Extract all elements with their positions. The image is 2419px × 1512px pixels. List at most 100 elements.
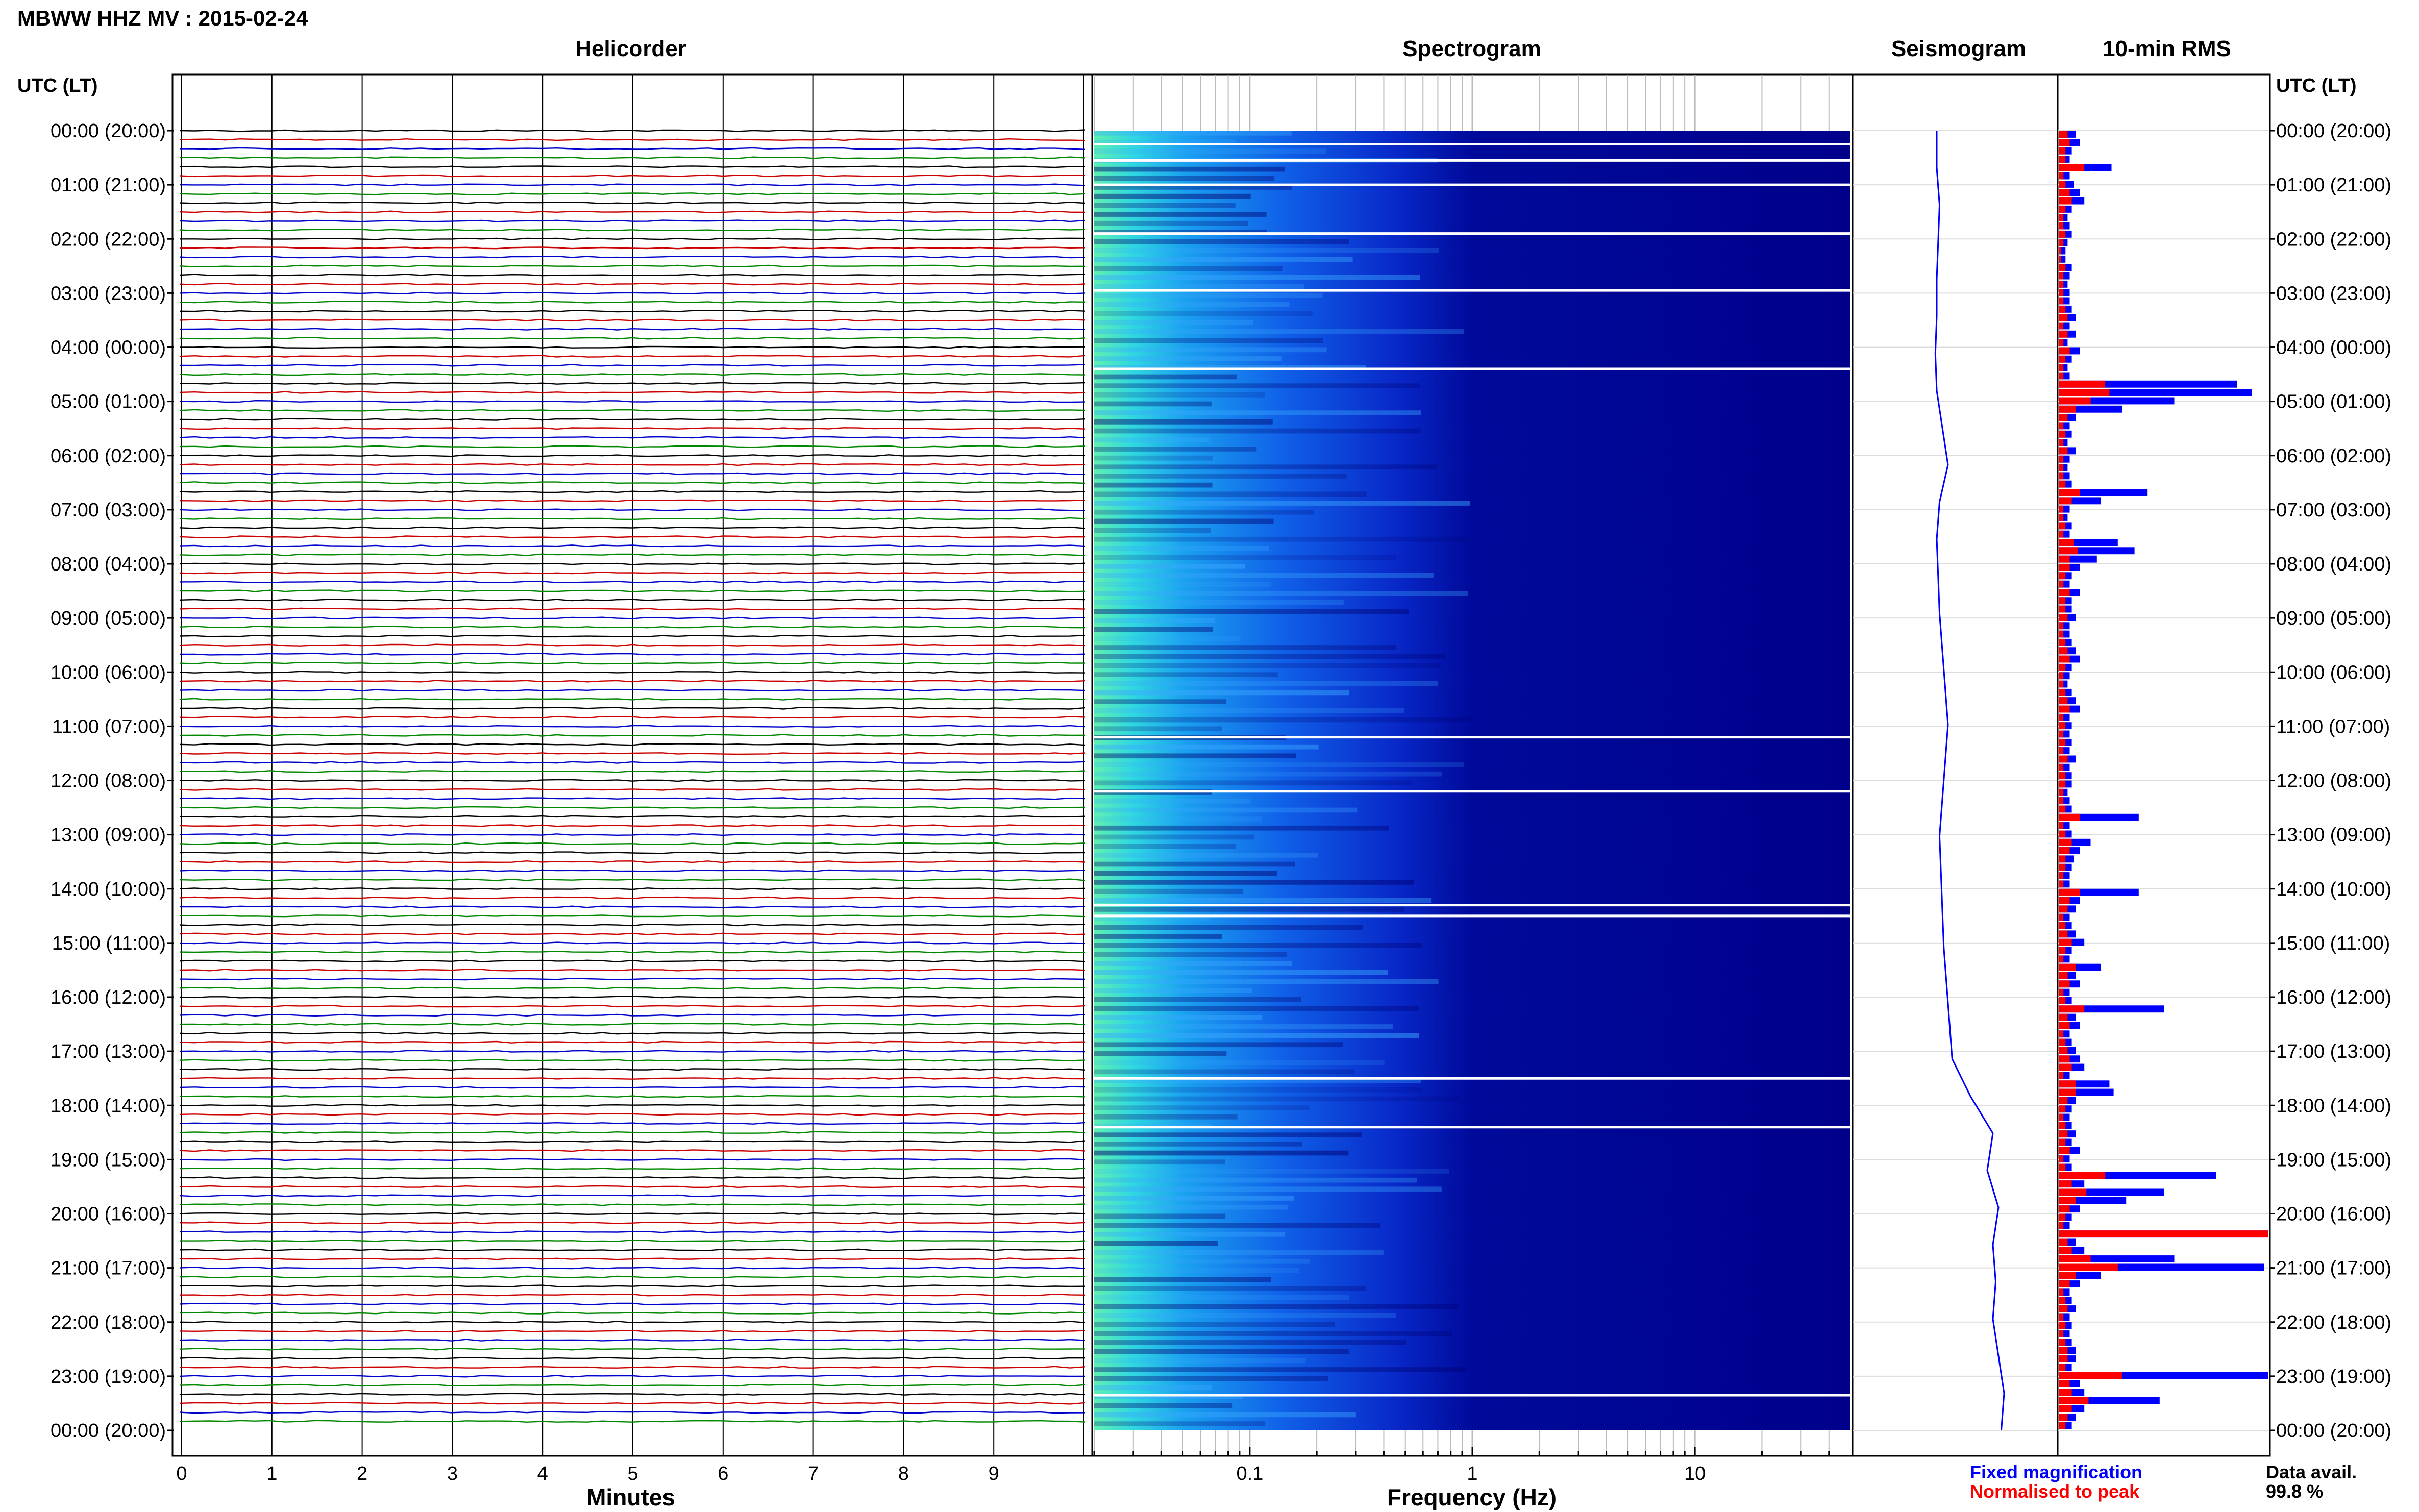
time-label-right: 08:00 (04:00) [2276, 554, 2391, 575]
helicorder-trace [179, 1122, 1085, 1125]
rms-panel [2057, 73, 2271, 1457]
spectrogram-row-texture [1094, 148, 1326, 154]
spectrogram-row-texture [1094, 392, 1265, 398]
spectrogram-row-texture [1094, 708, 1404, 713]
rms-bar-normalised [2059, 1172, 2106, 1179]
helicorder-trace [179, 526, 1085, 529]
rms-bar-normalised [2059, 980, 2070, 988]
spectrogram-row-texture [1094, 257, 1353, 262]
spectrogram-row-texture [1094, 853, 1318, 858]
helicorder-trace [179, 535, 1085, 538]
rms-bar-normalised [2059, 347, 2070, 355]
helicorder-trace [179, 977, 1085, 981]
rms-bar-normalised [2059, 913, 2064, 921]
helicorder-trace [179, 607, 1085, 611]
frequency-axis-label: Frequency (Hz) [1387, 1484, 1557, 1510]
rms-bar-normalised [2059, 239, 2064, 246]
spectrogram-row-texture [1094, 979, 1439, 984]
rms-bar-normalised [2059, 539, 2074, 546]
rms-bar-normalised [2059, 1255, 2091, 1262]
rms-bar-normalised [2059, 897, 2070, 904]
time-label-left: 13:00 (09:00) [51, 825, 166, 846]
time-label-left: 21:00 (17:00) [51, 1258, 166, 1279]
helicorder-trace [179, 282, 1085, 286]
helicorder-trace [179, 1086, 1085, 1089]
time-labels-right: 00:00 (20:00) 01:00 (21:00) 02:00 (22:00) 0… [2269, 120, 2391, 1442]
helicorder-trace [179, 1113, 1085, 1116]
spectrogram-row-texture [1094, 1033, 1419, 1038]
rms-bar-normalised [2059, 247, 2062, 255]
rms-bar-normalised [2059, 847, 2070, 854]
helicorder-trace [180, 246, 1085, 250]
left-axis-title: UTC (LT) [17, 75, 98, 96]
rms-bar-fixed [2059, 489, 2148, 496]
helicorder-trace [180, 1185, 1085, 1188]
spectrogram-row-texture [1094, 1340, 1407, 1345]
rms-bar-normalised [2059, 1263, 2118, 1271]
rms-bar-normalised [2059, 297, 2064, 305]
rms-bar-normalised [2059, 514, 2064, 521]
time-label-left: 23:00 (19:00) [51, 1366, 166, 1387]
rms-bar-normalised [2059, 280, 2064, 288]
helicorder-trace [179, 499, 1085, 502]
helicorder-trace [179, 1321, 1085, 1324]
spectrogram-row-texture [1094, 501, 1470, 506]
seismogram-title: Seismogram [1891, 36, 2026, 61]
spectrogram-row-texture [1094, 1385, 1212, 1391]
helicorder-trace [179, 580, 1085, 583]
spectrogram-row-texture [1094, 825, 1389, 831]
spectrogram-row-texture [1094, 798, 1250, 804]
helicorder-trace [179, 373, 1085, 376]
helicorder-trace [179, 643, 1085, 647]
spectrogram-row-texture [1094, 925, 1363, 930]
helicorder-trace [179, 1077, 1085, 1080]
spectrogram-row-texture [1094, 1277, 1271, 1282]
right-axis-title: UTC (LT) [2276, 75, 2357, 96]
rms-frame [2057, 73, 2271, 1457]
rms-bar-normalised [2059, 389, 2110, 396]
time-label-right: 18:00 (14:00) [2276, 1095, 2391, 1117]
helicorder-trace [179, 1176, 1085, 1179]
spectrogram-row-texture [1094, 699, 1226, 704]
helicorder-trace [180, 707, 1085, 710]
rms-bar-normalised [2059, 1422, 2066, 1429]
spectrogram-row-texture [1094, 131, 1292, 136]
helicorder-trace [179, 1257, 1085, 1260]
helicorder-trace [179, 815, 1085, 818]
spectrogram-heatmap [1094, 131, 1850, 1430]
rms-bar-normalised [2059, 855, 2066, 863]
spectrogram-row-texture [1094, 1331, 1452, 1336]
spectrogram-row-texture [1094, 1096, 1459, 1102]
helicorder-trace [179, 932, 1085, 935]
spectrogram-row-texture [1094, 663, 1441, 668]
spectrogram-row-texture [1094, 1313, 1396, 1318]
spectrogram-row-texture [1094, 212, 1267, 217]
helicorder-trace [179, 454, 1085, 457]
rms-bar-normalised [2059, 697, 2068, 705]
time-label-right: 21:00 (17:00) [2276, 1258, 2391, 1279]
helicorder-trace [179, 1050, 1085, 1053]
time-label-left: 03:00 (23:00) [51, 283, 166, 304]
rms-bar-normalised [2059, 156, 2066, 163]
spectrogram-row-texture [1094, 374, 1237, 380]
spectrogram-row-texture [1094, 1069, 1355, 1075]
rms-bar-normalised [2059, 597, 2066, 605]
spectrogram-row-texture [1094, 1087, 1423, 1093]
time-label-right: 10:00 (06:00) [2276, 662, 2391, 683]
helicorder-trace [179, 310, 1085, 313]
spectrogram-row-texture [1094, 193, 1251, 199]
helicorder-trace [179, 264, 1085, 267]
helicorder-trace [179, 1230, 1085, 1233]
rms-bar-normalised [2059, 305, 2066, 313]
time-label-left: 18:00 (14:00) [51, 1095, 166, 1117]
spectrogram-row-texture [1094, 970, 1388, 975]
spectrogram-row-texture [1094, 347, 1327, 353]
rms-bar-normalised [2059, 713, 2064, 721]
spectrogram-row-texture [1094, 1114, 1238, 1120]
spectrogram-row-texture [1094, 844, 1236, 849]
rms-bar-normalised [2059, 214, 2064, 221]
spectrogram-row-texture [1094, 1286, 1366, 1291]
spectrogram-row-texture [1094, 474, 1347, 479]
helicorder-trace [179, 599, 1085, 602]
